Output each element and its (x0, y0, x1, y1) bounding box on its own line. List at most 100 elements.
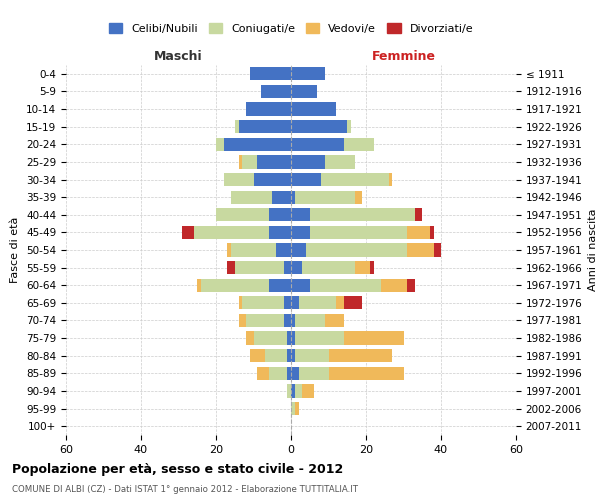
Bar (291, 384, 295, 398)
Bar (299, 366, 329, 380)
Bar (201, 278, 269, 292)
Bar (291, 349, 295, 362)
Bar (291, 67, 325, 80)
Bar (302, 384, 314, 398)
Bar (291, 278, 310, 292)
Bar (291, 332, 295, 344)
Bar (272, 190, 291, 204)
Bar (291, 102, 336, 116)
Bar (216, 138, 223, 151)
Bar (295, 332, 343, 344)
Bar (269, 366, 287, 380)
Bar (291, 402, 295, 415)
Bar (287, 384, 291, 398)
Bar (291, 156, 325, 168)
Bar (223, 173, 254, 186)
Bar (239, 296, 242, 310)
Bar (216, 208, 269, 222)
Bar (291, 190, 295, 204)
Bar (235, 261, 284, 274)
Bar (182, 226, 193, 239)
Bar (295, 384, 302, 398)
Bar (291, 314, 295, 327)
Bar (239, 120, 291, 134)
Bar (239, 314, 246, 327)
Bar (269, 226, 291, 239)
Bar (325, 156, 355, 168)
Bar (407, 244, 433, 256)
Bar (246, 314, 284, 327)
Bar (407, 226, 430, 239)
Bar (227, 244, 231, 256)
Bar (235, 120, 239, 134)
Legend: Celibi/Nubili, Coniugati/e, Vedovi/e, Divorziati/e: Celibi/Nubili, Coniugati/e, Vedovi/e, Di… (104, 19, 478, 38)
Bar (343, 332, 404, 344)
Bar (310, 278, 381, 292)
Bar (287, 349, 291, 362)
Bar (295, 349, 329, 362)
Bar (239, 156, 242, 168)
Bar (355, 261, 370, 274)
Y-axis label: Anni di nascita: Anni di nascita (588, 209, 598, 291)
Bar (246, 102, 291, 116)
Bar (284, 296, 291, 310)
Bar (291, 120, 347, 134)
Bar (254, 173, 291, 186)
Text: COMUNE DI ALBI (CZ) - Dati ISTAT 1° gennaio 2012 - Elaborazione TUTTITALIA.IT: COMUNE DI ALBI (CZ) - Dati ISTAT 1° genn… (12, 485, 358, 494)
Bar (246, 332, 254, 344)
Bar (430, 226, 433, 239)
Bar (407, 278, 415, 292)
Bar (310, 208, 415, 222)
Bar (276, 244, 291, 256)
Bar (329, 349, 392, 362)
Bar (287, 366, 291, 380)
Text: Maschi: Maschi (154, 50, 203, 62)
Bar (343, 296, 362, 310)
Bar (284, 261, 291, 274)
Bar (269, 278, 291, 292)
Bar (284, 314, 291, 327)
Bar (370, 261, 373, 274)
Bar (257, 366, 269, 380)
Bar (287, 332, 291, 344)
Text: Femmine: Femmine (371, 50, 436, 62)
Bar (295, 314, 325, 327)
Bar (291, 226, 310, 239)
Bar (295, 402, 299, 415)
Bar (336, 296, 343, 310)
Bar (291, 85, 317, 98)
Bar (291, 261, 302, 274)
Bar (227, 261, 235, 274)
Bar (321, 173, 389, 186)
Bar (257, 156, 291, 168)
Bar (291, 208, 310, 222)
Bar (269, 208, 291, 222)
Bar (310, 226, 407, 239)
Bar (291, 138, 343, 151)
Bar (415, 208, 422, 222)
Bar (197, 278, 201, 292)
Bar (250, 349, 265, 362)
Bar (347, 120, 351, 134)
Bar (231, 190, 272, 204)
Bar (231, 244, 276, 256)
Bar (291, 244, 306, 256)
Bar (250, 67, 291, 80)
Bar (306, 244, 407, 256)
Bar (242, 296, 284, 310)
Bar (193, 226, 269, 239)
Bar (355, 190, 362, 204)
Text: Popolazione per età, sesso e stato civile - 2012: Popolazione per età, sesso e stato civil… (12, 462, 343, 475)
Bar (299, 296, 336, 310)
Bar (381, 278, 407, 292)
Bar (291, 296, 299, 310)
Bar (295, 190, 355, 204)
Bar (254, 332, 287, 344)
Bar (223, 138, 291, 151)
Bar (343, 138, 373, 151)
Bar (302, 261, 355, 274)
Bar (389, 173, 392, 186)
Bar (433, 244, 441, 256)
Bar (242, 156, 257, 168)
Bar (261, 85, 291, 98)
